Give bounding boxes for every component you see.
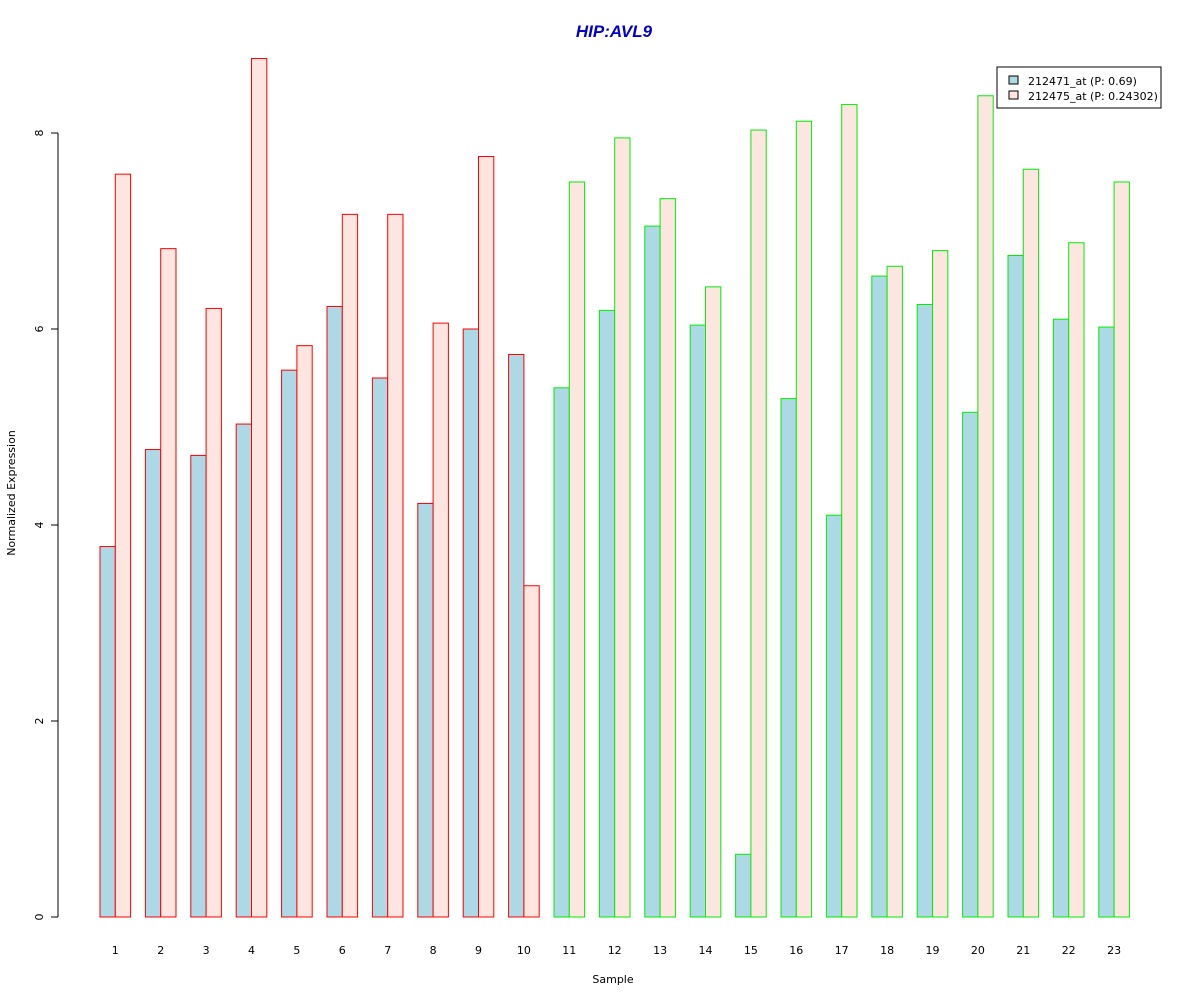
x-tick-label: 9	[475, 944, 482, 957]
bar-series-2-sample-19	[932, 250, 949, 918]
bar-series-2-sample-1	[114, 173, 132, 918]
bar-series-2-sample-8	[432, 322, 449, 918]
x-tick-label: 2	[157, 944, 164, 957]
chart-title: HIP:AVL9	[576, 22, 653, 41]
bar-series-1-sample-10	[508, 353, 525, 918]
bar-series-1-sample-22	[1052, 318, 1070, 918]
x-tick-label: 5	[293, 944, 300, 957]
y-tick-label: 6	[33, 326, 46, 333]
y-tick-label: 2	[33, 718, 46, 725]
bar-series-1-sample-20	[962, 411, 979, 918]
bar-series-2-sample-3	[205, 307, 222, 918]
x-tick-label: 7	[384, 944, 391, 957]
bar-series-1-sample-21	[1007, 255, 1024, 918]
x-tick-labels: 1 2 3 4 5 6 7 8 9 10 11 12 13 14 15 16 17 18 19 20 21 22 23	[112, 944, 1121, 957]
x-tick-label: 14	[699, 944, 713, 957]
x-tick-label: 23	[1107, 944, 1121, 957]
bar-series-2-sample-12	[614, 137, 631, 918]
x-tick-label: 1	[112, 944, 119, 957]
x-tick-label: 20	[971, 944, 985, 957]
x-tick-label: 17	[835, 944, 849, 957]
legend-label-series-2: 212475_at (P: 0.24302)	[1028, 90, 1158, 103]
legend-label-series-1: 212471_at (P: 0.69)	[1028, 75, 1137, 88]
bar-series-1-sample-4	[235, 423, 252, 918]
y-axis-label: Normalized Expression	[5, 430, 18, 556]
bar-series-2-sample-4	[251, 58, 268, 918]
x-tick-label: 12	[608, 944, 622, 957]
bar-series-2-sample-9	[478, 156, 495, 918]
x-tick-label: 18	[880, 944, 894, 957]
bar-series-1-sample-16	[780, 398, 797, 918]
x-tick-label: 11	[562, 944, 576, 957]
bar-series-1-sample-2	[144, 449, 162, 918]
bar-series-1-sample-11	[553, 387, 570, 918]
x-tick-label: 8	[430, 944, 437, 957]
bar-series-1-sample-19	[916, 304, 934, 918]
x-tick-label: 3	[203, 944, 210, 957]
legend-swatch-series-1	[1008, 75, 1019, 85]
bar-series-2-sample-7	[387, 213, 404, 918]
bar-series-2-sample-2	[160, 248, 177, 918]
x-tick-label: 22	[1062, 944, 1076, 957]
bar-series-2-sample-6	[341, 213, 359, 918]
bar-series-2-sample-5	[296, 345, 313, 918]
bar-series-1-sample-18	[871, 275, 888, 918]
x-tick-label: 21	[1016, 944, 1030, 957]
x-tick-label: 16	[789, 944, 803, 957]
bar-series-1-sample-15	[735, 853, 752, 918]
bar-series-2-sample-16	[795, 120, 813, 918]
bar-series-1-sample-23	[1098, 326, 1115, 918]
y-tick-label: 4	[33, 522, 46, 529]
bar-series-2-sample-18	[886, 265, 903, 918]
bar-series-1-sample-14	[689, 324, 707, 918]
bar-series-2-sample-11	[568, 181, 586, 918]
bar-series-2-sample-20	[977, 95, 994, 918]
bar-series-2-sample-17	[841, 104, 858, 918]
x-tick-label: 10	[517, 944, 531, 957]
y-axis: 0 2 4 6 8	[33, 130, 59, 921]
bar-series-1-sample-9	[462, 328, 480, 918]
bars	[99, 58, 1130, 918]
bar-series-1-sample-12	[598, 309, 616, 918]
bar-series-2-sample-14	[705, 286, 722, 918]
bar-series-1-sample-7	[371, 377, 389, 918]
bar-series-2-sample-22	[1068, 242, 1085, 918]
x-tick-label: 4	[248, 944, 255, 957]
bar-series-1-sample-8	[417, 502, 434, 918]
legend: 212471_at (P: 0.69) 212475_at (P: 0.2430…	[996, 66, 1162, 109]
x-tick-label: 6	[339, 944, 346, 957]
bar-series-2-sample-15	[750, 129, 767, 918]
bar-series-1-sample-6	[326, 305, 343, 918]
x-axis-label: Sample	[592, 973, 633, 986]
bar-series-1-sample-3	[190, 454, 207, 918]
bar-series-2-sample-10	[523, 585, 540, 918]
bar-series-2-sample-23	[1113, 181, 1130, 918]
legend-swatch-series-2	[1008, 90, 1019, 100]
bar-series-2-sample-13	[659, 198, 676, 918]
y-tick-label: 0	[33, 914, 46, 921]
y-tick-label: 8	[33, 130, 46, 137]
x-tick-label: 13	[653, 944, 667, 957]
bar-series-1-sample-5	[281, 369, 298, 918]
x-tick-label: 19	[926, 944, 940, 957]
x-tick-label: 15	[744, 944, 758, 957]
bar-series-1-sample-13	[644, 225, 661, 918]
legend-box	[996, 66, 1162, 109]
bar-series-1-sample-1	[99, 546, 116, 918]
bar-series-1-sample-17	[825, 514, 843, 918]
bar-series-2-sample-21	[1022, 168, 1040, 918]
